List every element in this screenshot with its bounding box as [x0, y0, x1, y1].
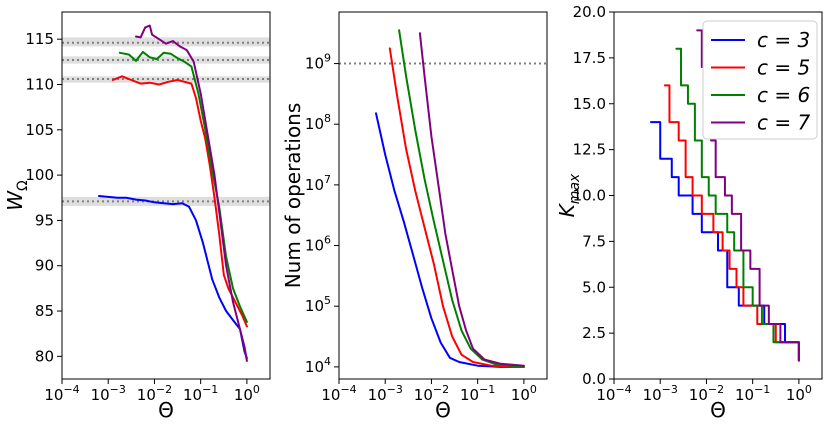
- legend-label: c = 5: [757, 56, 810, 80]
- panel-right: 10−4 10−3 10−2 10−1 100 0.0 2.5 5.0 7.5 10.0 12.5 1…: [555, 3, 823, 422]
- y-tick-label: 20.0: [573, 3, 606, 21]
- y-tick-label: 109: [305, 52, 331, 73]
- y-tick-label: 115: [25, 30, 54, 48]
- x-tick-label: 10−2: [414, 383, 449, 404]
- panel-left: 10−4 10−3 10−2 10−1 100 80 85 90 95 100 105 110 115 Θ…: [3, 11, 271, 422]
- series-line-c3: [98, 195, 248, 360]
- y-axis-label: WΩ: [3, 180, 31, 211]
- y-tick-label: 105: [25, 121, 54, 139]
- y-tick-label: 15.0: [573, 95, 606, 113]
- y-tick-label: 107: [305, 173, 331, 194]
- y-tick-label: 12.5: [573, 141, 606, 159]
- x-axis-label: Θ: [158, 398, 174, 422]
- y-tick-label: 17.5: [573, 49, 606, 67]
- x-axis-label: Θ: [710, 398, 726, 422]
- y-axis-label: Num of operations: [281, 103, 305, 289]
- x-tick-label: 100: [786, 383, 812, 404]
- plot-area: [339, 29, 547, 368]
- y-tick-label: 0.0: [582, 370, 606, 388]
- x-tick-label: 10−3: [368, 383, 403, 404]
- axes-frame: [338, 11, 548, 380]
- axes-frame: [61, 11, 271, 380]
- y-tick-label: 10.0: [573, 187, 606, 205]
- x-tick-label: 10−4: [321, 383, 356, 404]
- x-tick-label: 10−1: [183, 383, 218, 404]
- series-line-c6: [118, 50, 248, 323]
- reference-band: [62, 56, 270, 64]
- panel-middle: 10−4 10−3 10−2 10−1 100 104 105 106 107 108 109 Θ Nu…: [281, 11, 548, 422]
- series-line-c7: [418, 32, 525, 367]
- y-tick-label: 108: [305, 112, 331, 133]
- y-tick-label: 5.0: [582, 278, 606, 296]
- legend-label: c = 3: [757, 28, 810, 52]
- series-line-c3: [375, 112, 525, 368]
- x-tick-label: 10−4: [596, 383, 631, 404]
- y-tick-label: 2.5: [582, 324, 606, 342]
- plot-area: [62, 24, 270, 362]
- legend-frame: [702, 20, 818, 140]
- y-tick-label: 90: [35, 257, 54, 275]
- reference-band: [62, 37, 270, 47]
- y-tick-label: 104: [305, 355, 331, 376]
- series-line-c5: [111, 75, 248, 328]
- x-axis-label: Θ: [435, 398, 451, 422]
- legend-label: c = 6: [757, 83, 810, 107]
- y-axis-label: Kmax: [555, 173, 583, 217]
- y-tick-label: 80: [35, 347, 54, 365]
- x-tick-label: 10−2: [137, 383, 172, 404]
- y-tick-label: 95: [35, 211, 54, 229]
- x-tick-label: 100: [511, 383, 537, 404]
- x-tick-label: 100: [234, 383, 260, 404]
- series-line-c6: [675, 47, 800, 362]
- y-tick-label: 85: [35, 302, 54, 320]
- x-tick-label: 10−4: [44, 383, 79, 404]
- reference-band: [62, 196, 270, 206]
- legend-label: c = 7: [757, 111, 810, 135]
- x-tick-label: 10−3: [643, 383, 678, 404]
- y-tick-label: 110: [25, 75, 54, 93]
- x-tick-label: 10−1: [735, 383, 770, 404]
- x-tick-label: 10−1: [460, 383, 495, 404]
- y-tick-label: 7.5: [582, 232, 606, 250]
- series-line-c7: [135, 24, 248, 362]
- legend: c = 3 c = 5 c = 6 c = 7: [702, 20, 818, 140]
- reference-band: [62, 76, 270, 83]
- series-line-c5: [388, 47, 525, 368]
- y-tick-label: 106: [305, 234, 331, 255]
- x-tick-label: 10−2: [689, 383, 724, 404]
- y-tick-label: 100: [25, 166, 54, 184]
- y-tick-label: 105: [305, 294, 331, 315]
- x-tick-label: 10−3: [91, 383, 126, 404]
- series-line-c5: [663, 84, 800, 362]
